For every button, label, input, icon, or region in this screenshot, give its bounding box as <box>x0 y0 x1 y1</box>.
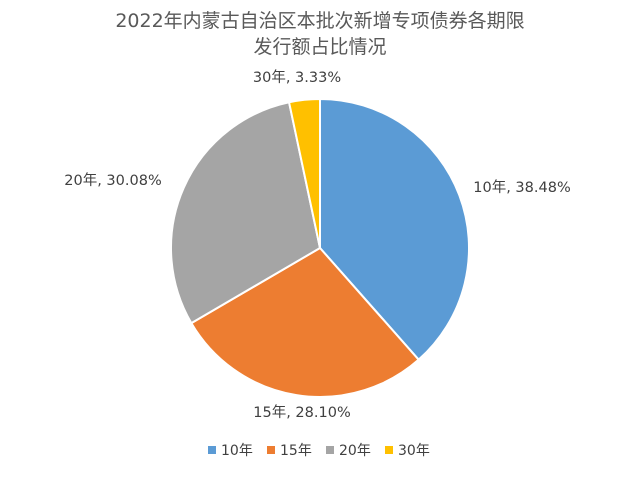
legend-swatch-3 <box>385 446 393 454</box>
legend-label-1: 15年 <box>280 443 312 459</box>
data-label-2: 20年, 30.08% <box>64 172 161 189</box>
pie-slice-3 <box>287 97 321 249</box>
data-label-0: 10年, 38.48% <box>473 179 570 196</box>
pie-slice-0 <box>319 97 470 362</box>
data-label-1: 15年, 28.10% <box>253 404 350 421</box>
legend-label-3: 30年 <box>398 443 430 459</box>
legend-label-2: 20年 <box>339 443 371 459</box>
chart-title-line-1: 2022年内蒙古自治区本批次新增专项债券各期限 <box>115 10 525 32</box>
chart-title-line-2: 发行额占比情况 <box>253 36 387 58</box>
pie-slices <box>170 97 470 398</box>
legend-swatch-0 <box>208 446 216 454</box>
data-label-3: 30年, 3.33% <box>253 69 341 86</box>
pie-slice-1 <box>189 246 421 398</box>
chart-title: 2022年内蒙古自治区本批次新增专项债券各期限 发行额占比情况 <box>0 8 640 60</box>
legend-swatch-1 <box>267 446 275 454</box>
data-labels: 10年, 38.48% 15年, 28.10% 20年, 30.08% 30年, 3.… <box>64 69 570 421</box>
legend-label-0: 10年 <box>221 443 253 459</box>
legend: 10年 15年 20年 30年 <box>208 443 430 459</box>
pie-slice-2 <box>170 101 322 325</box>
legend-swatch-2 <box>326 446 334 454</box>
